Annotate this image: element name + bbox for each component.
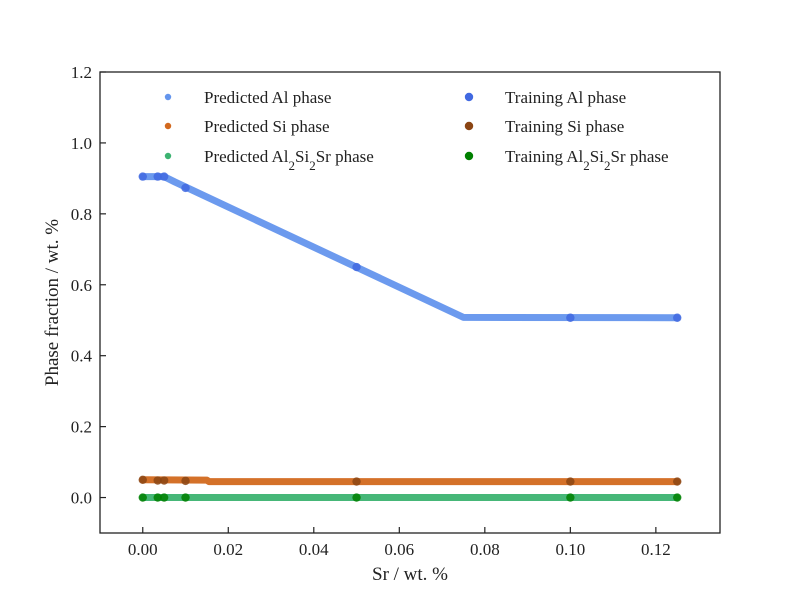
y-tick-label: 1.2 [71, 63, 92, 82]
x-tick-label: 0.04 [299, 540, 329, 559]
x-tick-label: 0.12 [641, 540, 671, 559]
data-point [138, 172, 147, 181]
data-point [159, 493, 169, 502]
legend-item-pred-al: Predicted Al phase [164, 88, 331, 107]
data-point [566, 313, 575, 322]
x-axis-label: Sr / wt. % [372, 564, 448, 585]
y-axis-label: Phase fraction / wt. % [42, 219, 63, 386]
data-point [181, 493, 190, 502]
series-pred-al [139, 173, 681, 322]
legend-label: Training Al2Si2Sr phase [505, 147, 669, 173]
x-tick-label: 0.10 [555, 540, 585, 559]
legend-item-pred-alsisr: Predicted Al2Si2Sr phase [164, 147, 374, 173]
legend-label-part: Training Al [505, 147, 584, 166]
y-tick-label: 0.6 [71, 276, 92, 295]
legend-marker [464, 121, 474, 131]
legend-label-part: Sr phase [610, 147, 668, 166]
legend-label-part: Si [295, 147, 309, 166]
legend-label: Predicted Si phase [204, 117, 330, 136]
data-point [181, 476, 190, 486]
legend-label-part: Sr phase [316, 147, 374, 166]
data-point [673, 493, 682, 502]
data-point [159, 172, 169, 181]
data-point [138, 475, 147, 485]
y-tick-label: 0.8 [71, 205, 92, 224]
x-axis: 0.00 0.02 0.04 0.06 0.08 0.10 0.12 [128, 527, 671, 559]
data-point [352, 262, 361, 272]
data-point [566, 493, 575, 502]
data-point [352, 493, 361, 502]
data-point [159, 476, 169, 485]
legend: Predicted Al phase Predicted Si phase Pred… [164, 88, 669, 173]
data-point [138, 493, 147, 502]
x-tick-label: 0.00 [128, 540, 158, 559]
y-tick-label: 1.0 [71, 134, 92, 153]
data-point [352, 477, 361, 486]
data-point [153, 493, 162, 502]
data-point [153, 172, 162, 181]
legend-label: Training Al phase [505, 88, 626, 107]
legend-item-train-alsisr: Training Al2Si2Sr phase [464, 147, 669, 173]
legend-label-part: Si [590, 147, 604, 166]
series-pred-si [139, 476, 681, 486]
legend-item-train-si: Training Si phase [464, 117, 624, 136]
legend-label-part: 2 [309, 158, 316, 173]
legend-marker [164, 93, 172, 101]
legend-label-part: Predicted Al [204, 147, 289, 166]
series-train-si [138, 475, 682, 486]
data-point [153, 476, 162, 485]
legend-label: Predicted Al phase [204, 88, 331, 107]
x-tick-label: 0.02 [213, 540, 243, 559]
plot-frame [99, 71, 721, 534]
x-tick-label: 0.06 [384, 540, 414, 559]
data-point [673, 313, 682, 322]
legend-label: Predicted Al2Si2Sr phase [204, 147, 374, 173]
legend-label-part: 2 [604, 158, 611, 173]
series-train-alsisr [138, 493, 682, 502]
series-train-al [138, 172, 682, 322]
x-tick-label: 0.08 [470, 540, 500, 559]
y-tick-label: 0.2 [71, 418, 92, 437]
y-tick-label: 0.4 [71, 347, 93, 366]
y-tick-label: 0.0 [71, 489, 92, 508]
data-point [566, 477, 575, 486]
legend-label-part: 2 [583, 158, 590, 173]
legend-marker [464, 92, 474, 102]
legend-marker [164, 152, 172, 160]
legend-marker [464, 151, 474, 161]
legend-label: Training Si phase [505, 117, 624, 136]
data-point [181, 183, 190, 193]
legend-item-train-al: Training Al phase [464, 88, 626, 107]
y-axis: 0.0 0.2 0.4 0.6 0.8 1.0 1.2 [71, 63, 106, 508]
legend-label-part: 2 [289, 158, 296, 173]
legend-item-pred-si: Predicted Si phase [164, 117, 330, 136]
plot-area [138, 172, 682, 502]
legend-marker [164, 122, 172, 130]
data-point [673, 477, 682, 486]
